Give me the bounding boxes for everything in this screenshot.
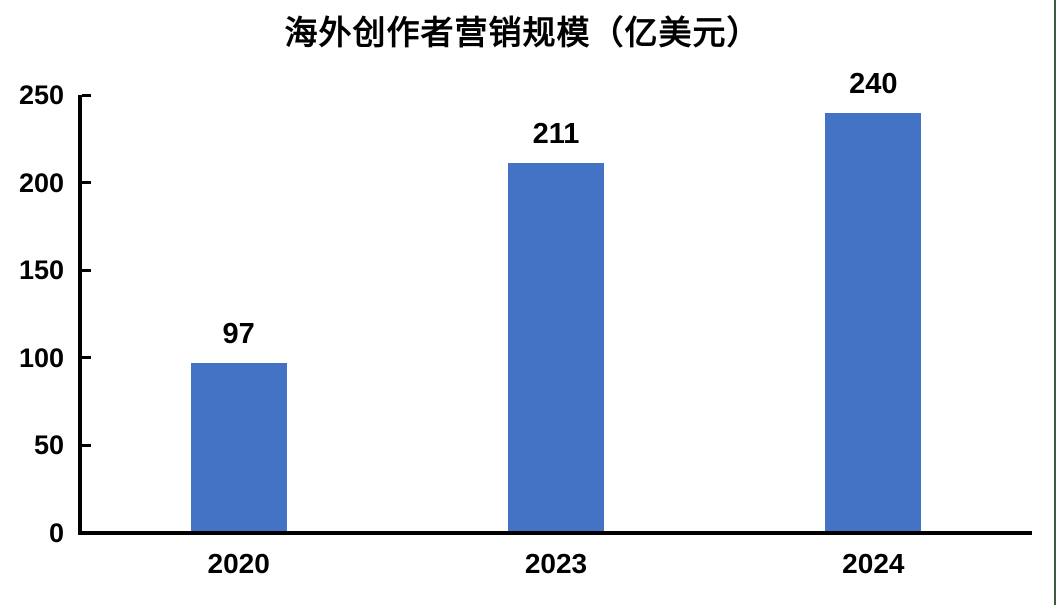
- y-tick-label: 100: [18, 342, 64, 373]
- y-tick-label: 250: [18, 80, 64, 110]
- chart-title: 海外创作者营销规模（亿美元）: [284, 13, 761, 52]
- value-label-2023: 211: [532, 118, 580, 151]
- y-tick-label: 150: [18, 255, 64, 286]
- y-tick-label: 200: [18, 167, 64, 198]
- y-tick-mark: [82, 268, 91, 272]
- y-tick-mark: [82, 356, 91, 360]
- y-tick-mark: [82, 93, 91, 97]
- y-tick-mark: [82, 181, 91, 185]
- bar-2024: [825, 112, 922, 533]
- y-tick-label: 50: [33, 430, 64, 461]
- x-tick-label-2020: 2020: [207, 548, 270, 579]
- right-edge-border: [1054, 0, 1056, 605]
- y-tick-mark: [82, 443, 91, 447]
- bar-2023: [508, 163, 604, 533]
- y-axis-line: [78, 95, 82, 535]
- value-label-2020: 97: [222, 318, 255, 351]
- x-tick-label-2023: 2023: [524, 548, 588, 579]
- x-tick-label-2024: 2024: [842, 548, 905, 579]
- y-tick-label: 0: [48, 518, 64, 548]
- x-axis-line: [78, 531, 1032, 535]
- value-label-2024: 240: [849, 67, 898, 100]
- bar-2020: [190, 363, 287, 533]
